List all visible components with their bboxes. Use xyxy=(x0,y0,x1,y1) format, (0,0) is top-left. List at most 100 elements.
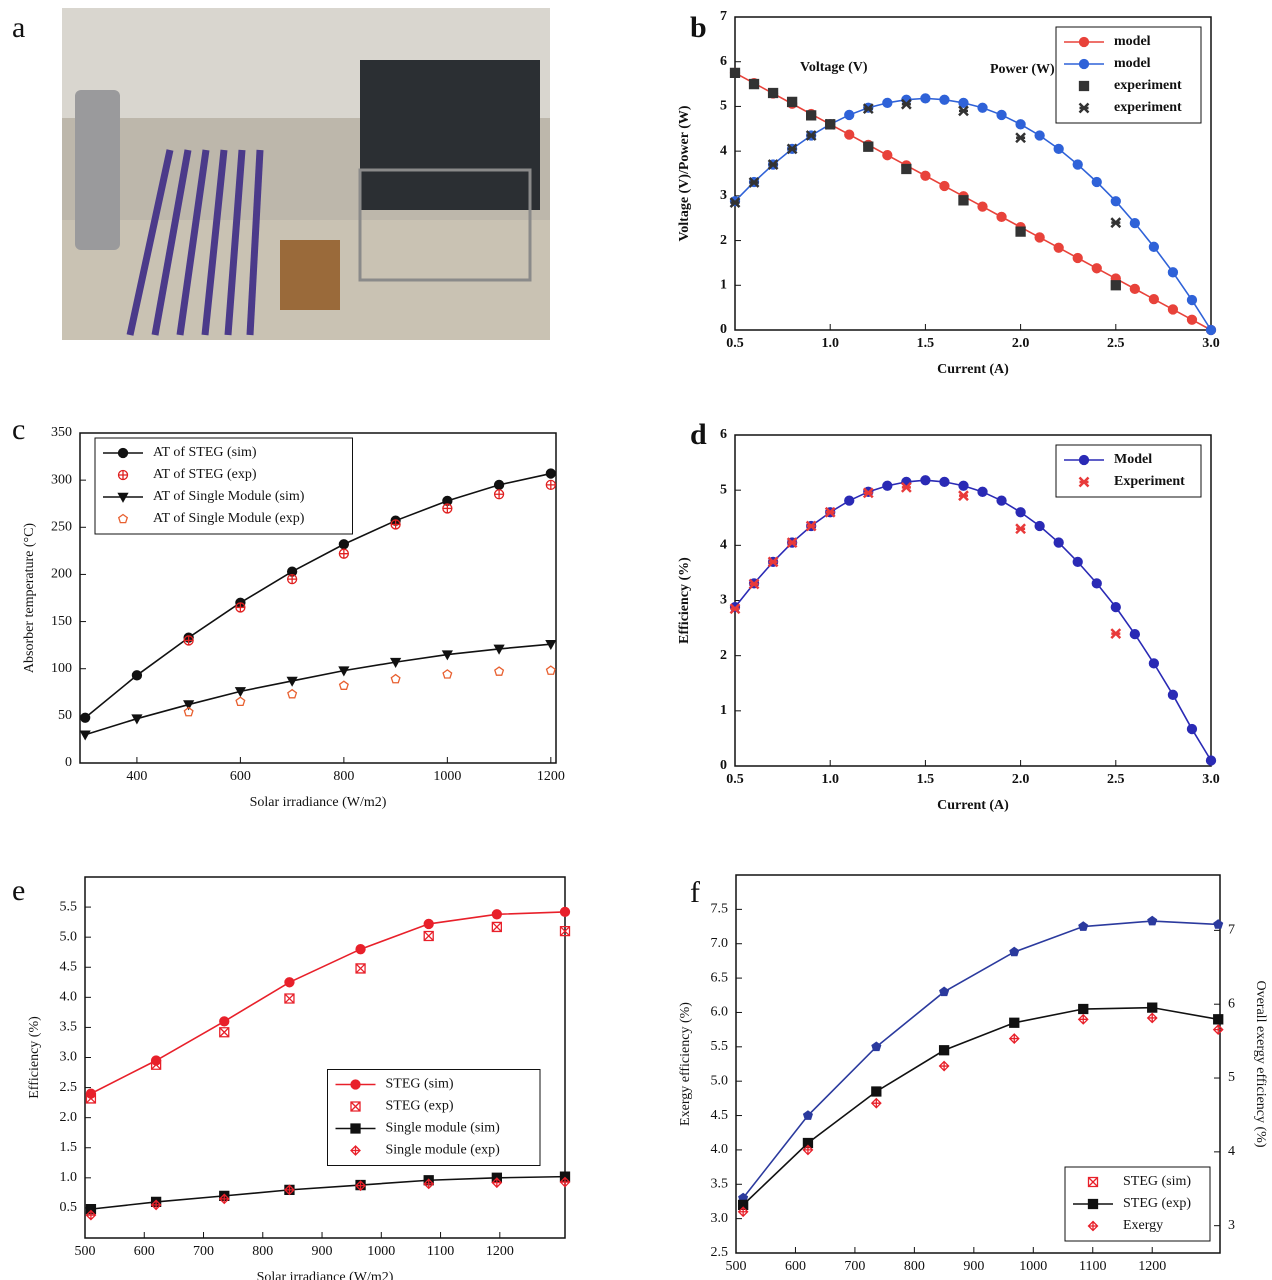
marker xyxy=(1167,304,1179,315)
legend-marker xyxy=(117,513,129,524)
marker xyxy=(493,644,505,655)
marker xyxy=(235,602,246,613)
marker xyxy=(1129,283,1140,295)
chart-panel: c 400 600 800 1000 1200 0 50 100 150 200 250 300 350 S… xyxy=(12,413,565,810)
marker xyxy=(423,930,434,942)
marker xyxy=(1091,578,1102,589)
legend-marker xyxy=(117,447,129,459)
y-tick-label: 300 xyxy=(51,472,72,487)
marker xyxy=(882,150,893,161)
marker xyxy=(938,1060,950,1072)
marker xyxy=(977,486,988,497)
y-tick-label: 3.5 xyxy=(60,1020,78,1035)
marker xyxy=(1015,119,1026,130)
y-tick-label: 5.0 xyxy=(60,929,78,944)
marker xyxy=(901,163,912,175)
legend-label: STEG (exp) xyxy=(386,1099,454,1114)
marker xyxy=(1078,1003,1089,1015)
marker xyxy=(882,97,893,108)
annotation: Power (W) xyxy=(990,62,1055,77)
marker xyxy=(806,110,817,121)
y-tick-label: 7 xyxy=(720,9,727,24)
marker xyxy=(491,1177,503,1189)
x-tick-label: 1.5 xyxy=(917,336,935,351)
marker xyxy=(1110,280,1121,291)
marker xyxy=(824,506,836,518)
marker xyxy=(802,1144,814,1156)
legend-marker xyxy=(1078,102,1090,114)
marker xyxy=(870,1097,882,1109)
marker xyxy=(1015,132,1026,144)
panel-label: b xyxy=(690,11,707,44)
x-tick-label: 400 xyxy=(126,769,147,784)
marker xyxy=(1015,507,1026,518)
marker xyxy=(958,480,969,491)
x-tick-label: 1000 xyxy=(433,769,461,784)
legend-marker xyxy=(350,1123,361,1134)
marker xyxy=(737,1206,749,1218)
marker xyxy=(1072,159,1083,170)
photo xyxy=(62,8,550,340)
marker xyxy=(338,680,349,690)
x-tick-label: 2.0 xyxy=(1012,336,1030,351)
x-tick-label: 3.0 xyxy=(1202,772,1220,787)
legend-label: experiment xyxy=(1114,100,1182,115)
x-tick-label: 700 xyxy=(844,1259,865,1274)
panel-label: c xyxy=(12,413,25,446)
marker xyxy=(85,1203,97,1215)
x-tick-label: 600 xyxy=(134,1244,155,1259)
marker xyxy=(219,1016,230,1027)
marker xyxy=(996,211,1007,223)
marker xyxy=(355,944,366,955)
x-tick-label: 1200 xyxy=(1138,1259,1166,1274)
y2-tick-label: 4 xyxy=(1228,1144,1235,1159)
legend-frame xyxy=(327,1069,541,1166)
x-tick-label: 800 xyxy=(333,769,354,784)
marker xyxy=(1034,520,1045,532)
marker xyxy=(729,67,741,79)
series-line xyxy=(90,911,566,1095)
marker xyxy=(1072,252,1083,264)
marker xyxy=(1186,723,1198,735)
marker xyxy=(1167,267,1179,278)
marker xyxy=(494,666,505,676)
marker xyxy=(559,906,571,918)
y-tick-label: 5 xyxy=(720,482,727,497)
photo-box xyxy=(280,240,340,310)
y-tick-label: 6.5 xyxy=(711,970,729,985)
marker xyxy=(390,657,402,668)
marker xyxy=(183,700,195,711)
x-tick-label: 900 xyxy=(963,1259,984,1274)
marker xyxy=(1008,1033,1020,1044)
y-tick-label: 0.5 xyxy=(60,1200,78,1215)
marker xyxy=(1205,324,1217,336)
marker xyxy=(1110,196,1121,207)
marker xyxy=(286,574,298,585)
legend-label: AT of Single Module (sim) xyxy=(153,489,305,504)
y-tick-label: 3.0 xyxy=(711,1211,729,1226)
y-tick-label: 3.0 xyxy=(60,1050,78,1065)
legend-label: STEG (sim) xyxy=(386,1077,454,1092)
legend-marker xyxy=(1087,1220,1099,1232)
marker xyxy=(805,130,817,141)
x-tick-label: 800 xyxy=(904,1259,925,1274)
y-tick-label: 50 xyxy=(58,708,72,723)
y-tick-label: 3 xyxy=(720,593,727,608)
marker xyxy=(1091,176,1102,188)
marker xyxy=(545,665,556,675)
legend-label: AT of STEG (sim) xyxy=(153,445,257,460)
series-line xyxy=(742,1006,1219,1206)
y-tick-label: 6 xyxy=(720,54,727,69)
y-axis-label: Exergy efficiency (%) xyxy=(678,1002,693,1126)
legend-marker xyxy=(1087,1198,1099,1210)
marker xyxy=(1212,1024,1224,1036)
marker xyxy=(79,730,91,741)
y-tick-label: 4 xyxy=(720,143,727,158)
y-tick-label: 0 xyxy=(720,322,727,337)
y-tick-label: 4 xyxy=(720,538,727,553)
legend-label: Single module (sim) xyxy=(386,1121,501,1136)
marker xyxy=(559,1176,571,1188)
marker xyxy=(1129,217,1140,229)
marker xyxy=(900,98,912,110)
